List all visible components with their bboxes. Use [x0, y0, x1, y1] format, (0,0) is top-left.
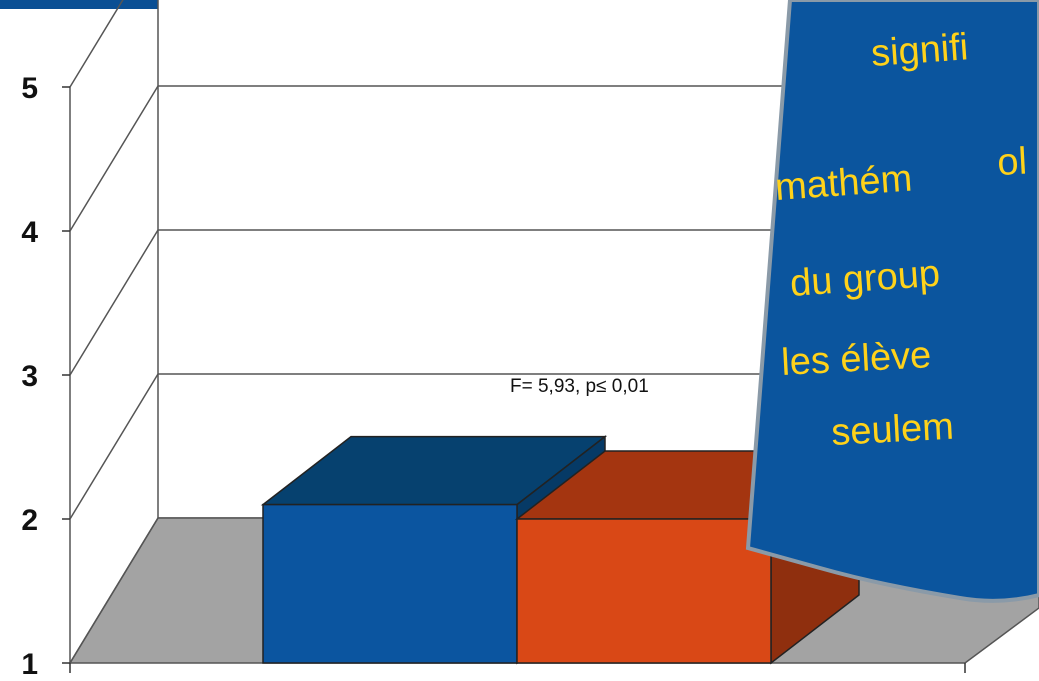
grid-diagonal [69, 517, 159, 664]
stat-annotation: F= 5,93, p≤ 0,01 [510, 376, 649, 397]
y-tick-label: 4 [21, 216, 38, 249]
callout-line: les élève [780, 334, 932, 384]
y-tick-label: 3 [21, 360, 38, 393]
callout-line: ol [996, 140, 1028, 183]
callout-line: signifi [870, 26, 970, 75]
grid-diagonal [69, 0, 124, 88]
bar [262, 503, 518, 664]
y-tick-label: 2 [21, 504, 38, 537]
callout-line: mathém [774, 158, 914, 209]
y-tick-label: 1 [21, 648, 38, 681]
bar [516, 518, 772, 664]
callout-line: du group [789, 253, 942, 305]
callout-text: signifi ol mathém du group les élève seulem [774, 26, 1028, 454]
callout-box: signifi ol mathém du group les élève seulem [745, 0, 1039, 603]
y-tick-labels: 5 4 3 2 1 [21, 72, 38, 681]
grid-diagonal [69, 229, 159, 376]
y-axis [62, 86, 966, 673]
y-tick-label: 5 [21, 72, 38, 105]
callout-shape [745, 0, 1039, 603]
callout-line: seulem [830, 406, 955, 454]
grid-diagonal [69, 85, 159, 232]
grid-diagonal [69, 373, 159, 520]
